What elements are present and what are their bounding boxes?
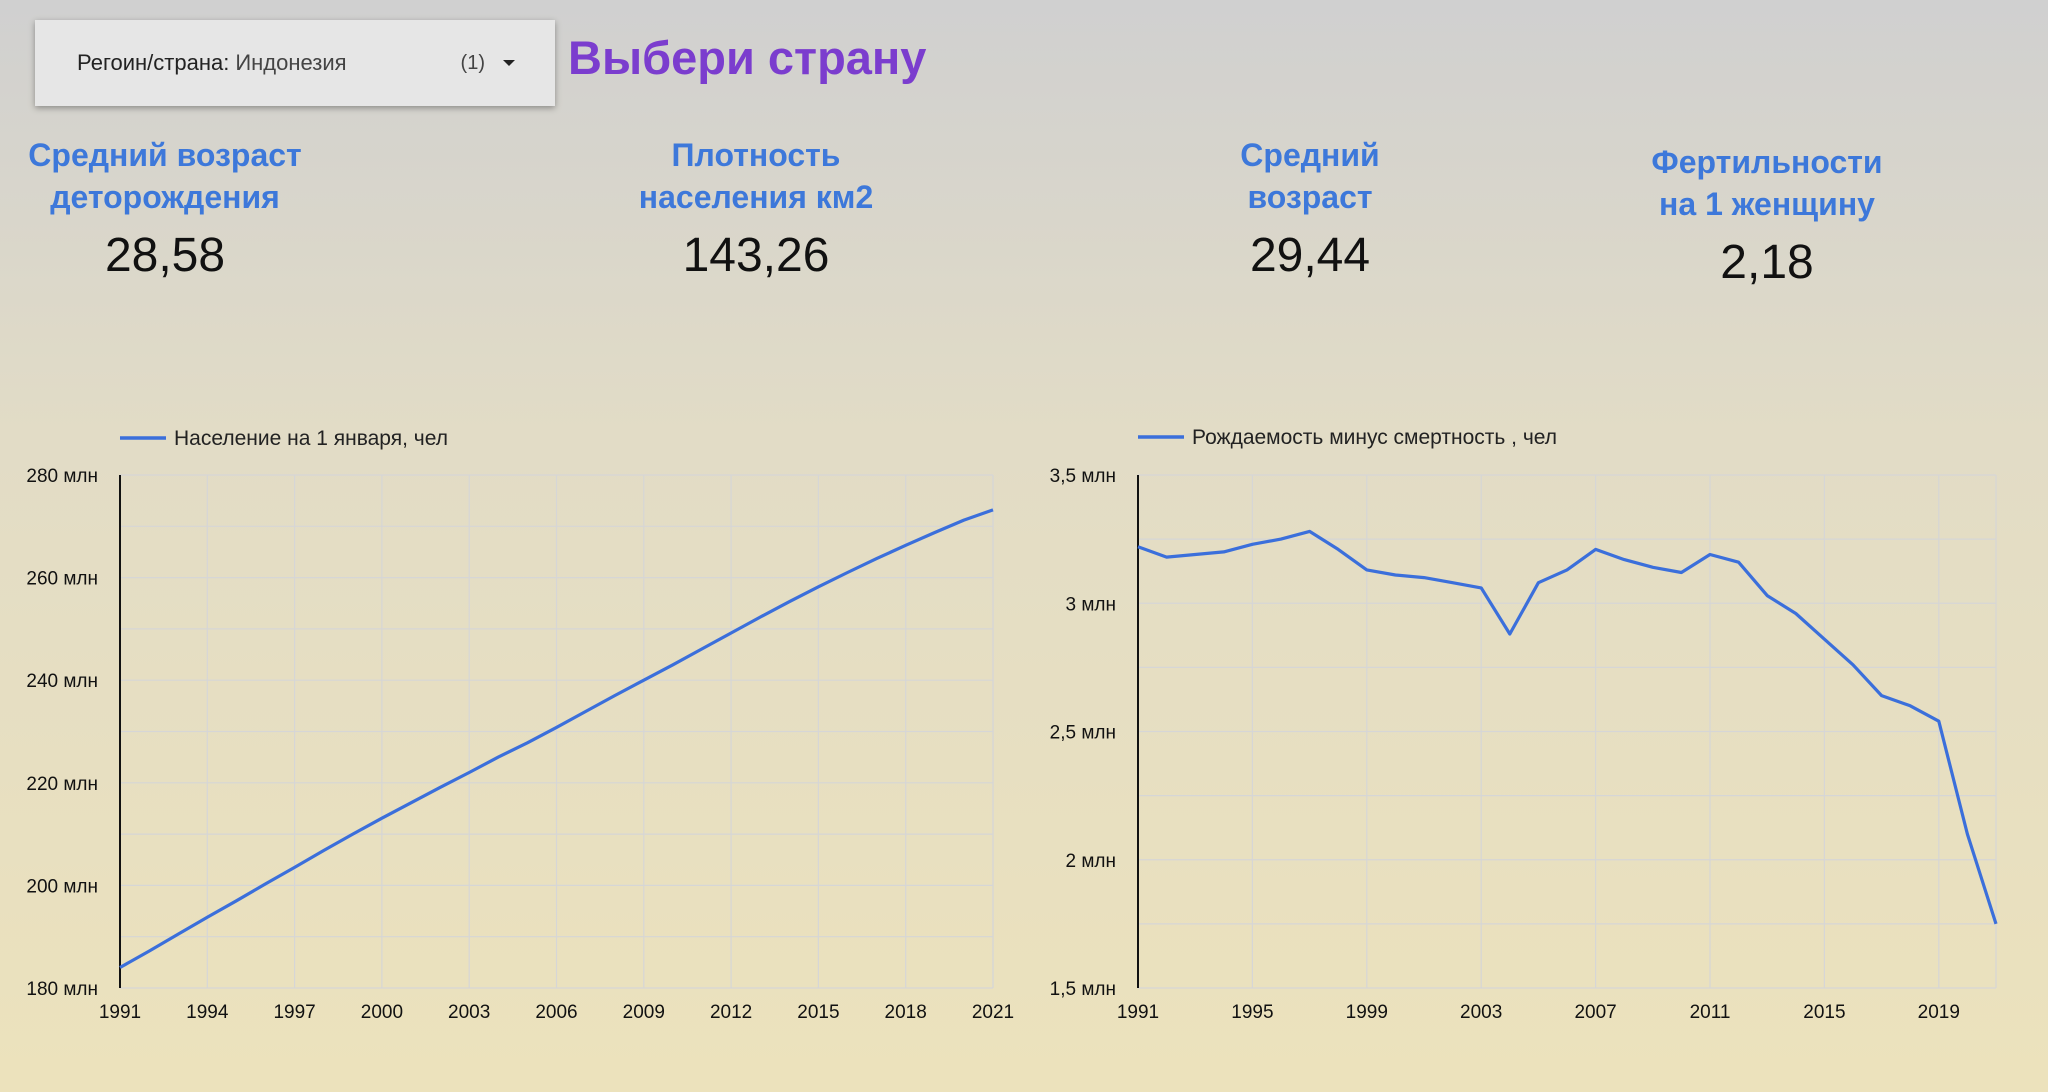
x-tick-label: 1994 [186, 1002, 229, 1023]
x-tick-label: 1995 [1231, 1002, 1273, 1023]
country-filter-dropdown[interactable]: Регоин/страна: Индонезия (1) [35, 20, 555, 106]
x-tick-label: 2011 [1690, 1002, 1731, 1023]
x-tick-label: 2009 [623, 1002, 665, 1023]
y-tick-label: 280 млн [26, 466, 98, 487]
x-tick-label: 2019 [1918, 1002, 1960, 1023]
y-tick-label: 3 млн [1066, 594, 1117, 615]
kpi-title: Плотность населения км2 [638, 137, 874, 215]
x-tick-label: 2012 [710, 1002, 752, 1023]
x-tick-label: 2021 [972, 1002, 1014, 1023]
y-tick-label: 260 млн [26, 569, 98, 590]
chevron-down-icon[interactable] [503, 60, 515, 66]
kpi-card-population-density: Плотность населения км2 143,26 [576, 134, 936, 284]
series-line [1137, 529, 1998, 925]
legend-label: Рождаемость минус смертность , чел [1192, 426, 1557, 449]
filter-selection-count: (1) [460, 51, 485, 74]
x-tick-label: 2018 [885, 1002, 927, 1023]
y-tick-label: 220 млн [26, 774, 98, 795]
y-tick-label: 3,5 млн [1050, 466, 1116, 487]
page-title: Выбери страну [568, 31, 927, 84]
kpi-card-mean-childbearing-age: Средний возраст деторождения 28,58 [0, 134, 345, 284]
x-tick-label: 2006 [535, 1002, 577, 1023]
kpi-value: 29,44 [1249, 229, 1371, 282]
kpi-value: 143,26 [682, 229, 830, 282]
x-tick-label: 2015 [797, 1002, 839, 1023]
natural-increase-line-chart: 1,5 млн 2 млн 2,5 млн 3 млн 3,5 млн 1991 1995 1… [1050, 426, 1998, 1023]
y-tick-label: 2,5 млн [1050, 723, 1116, 744]
filter-label: Регоин/страна: [77, 50, 230, 75]
kpi-title: Средний возраст [1240, 137, 1380, 215]
x-tick-label: 2015 [1803, 1002, 1845, 1023]
kpi-value: 2,18 [1720, 236, 1814, 289]
y-tick-label: 180 млн [26, 979, 98, 1000]
kpi-card-median-age: Средний возраст 29,44 [1130, 134, 1490, 284]
x-tick-label: 1991 [1117, 1002, 1159, 1023]
x-tick-label: 1999 [1346, 1002, 1388, 1023]
kpi-title: Средний возраст деторождения [28, 137, 302, 215]
kpi-card-fertility-rate: Фертильности на 1 женщину 2,18 [1587, 141, 1947, 291]
kpi-value: 28,58 [104, 229, 226, 282]
y-tick-label: 1,5 млн [1050, 979, 1116, 1000]
legend-label: Население на 1 января, чел [174, 427, 448, 450]
population-line-chart: 180 млн 200 млн 220 млн 240 млн 260 млн 280 м… [26, 427, 1014, 1023]
y-tick-label: 200 млн [26, 876, 98, 897]
y-tick-label: 240 млн [26, 671, 98, 692]
kpi-title: Фертильности на 1 женщину [1651, 144, 1883, 222]
x-tick-label: 1997 [273, 1002, 315, 1023]
x-tick-label: 2000 [361, 1002, 403, 1023]
filter-selected-value: Индонезия [235, 50, 347, 75]
x-tick-label: 1991 [99, 1002, 141, 1023]
y-tick-label: 2 млн [1066, 851, 1117, 872]
x-tick-label: 2007 [1574, 1002, 1616, 1023]
x-tick-label: 2003 [448, 1002, 490, 1023]
x-tick-label: 2003 [1460, 1002, 1502, 1023]
